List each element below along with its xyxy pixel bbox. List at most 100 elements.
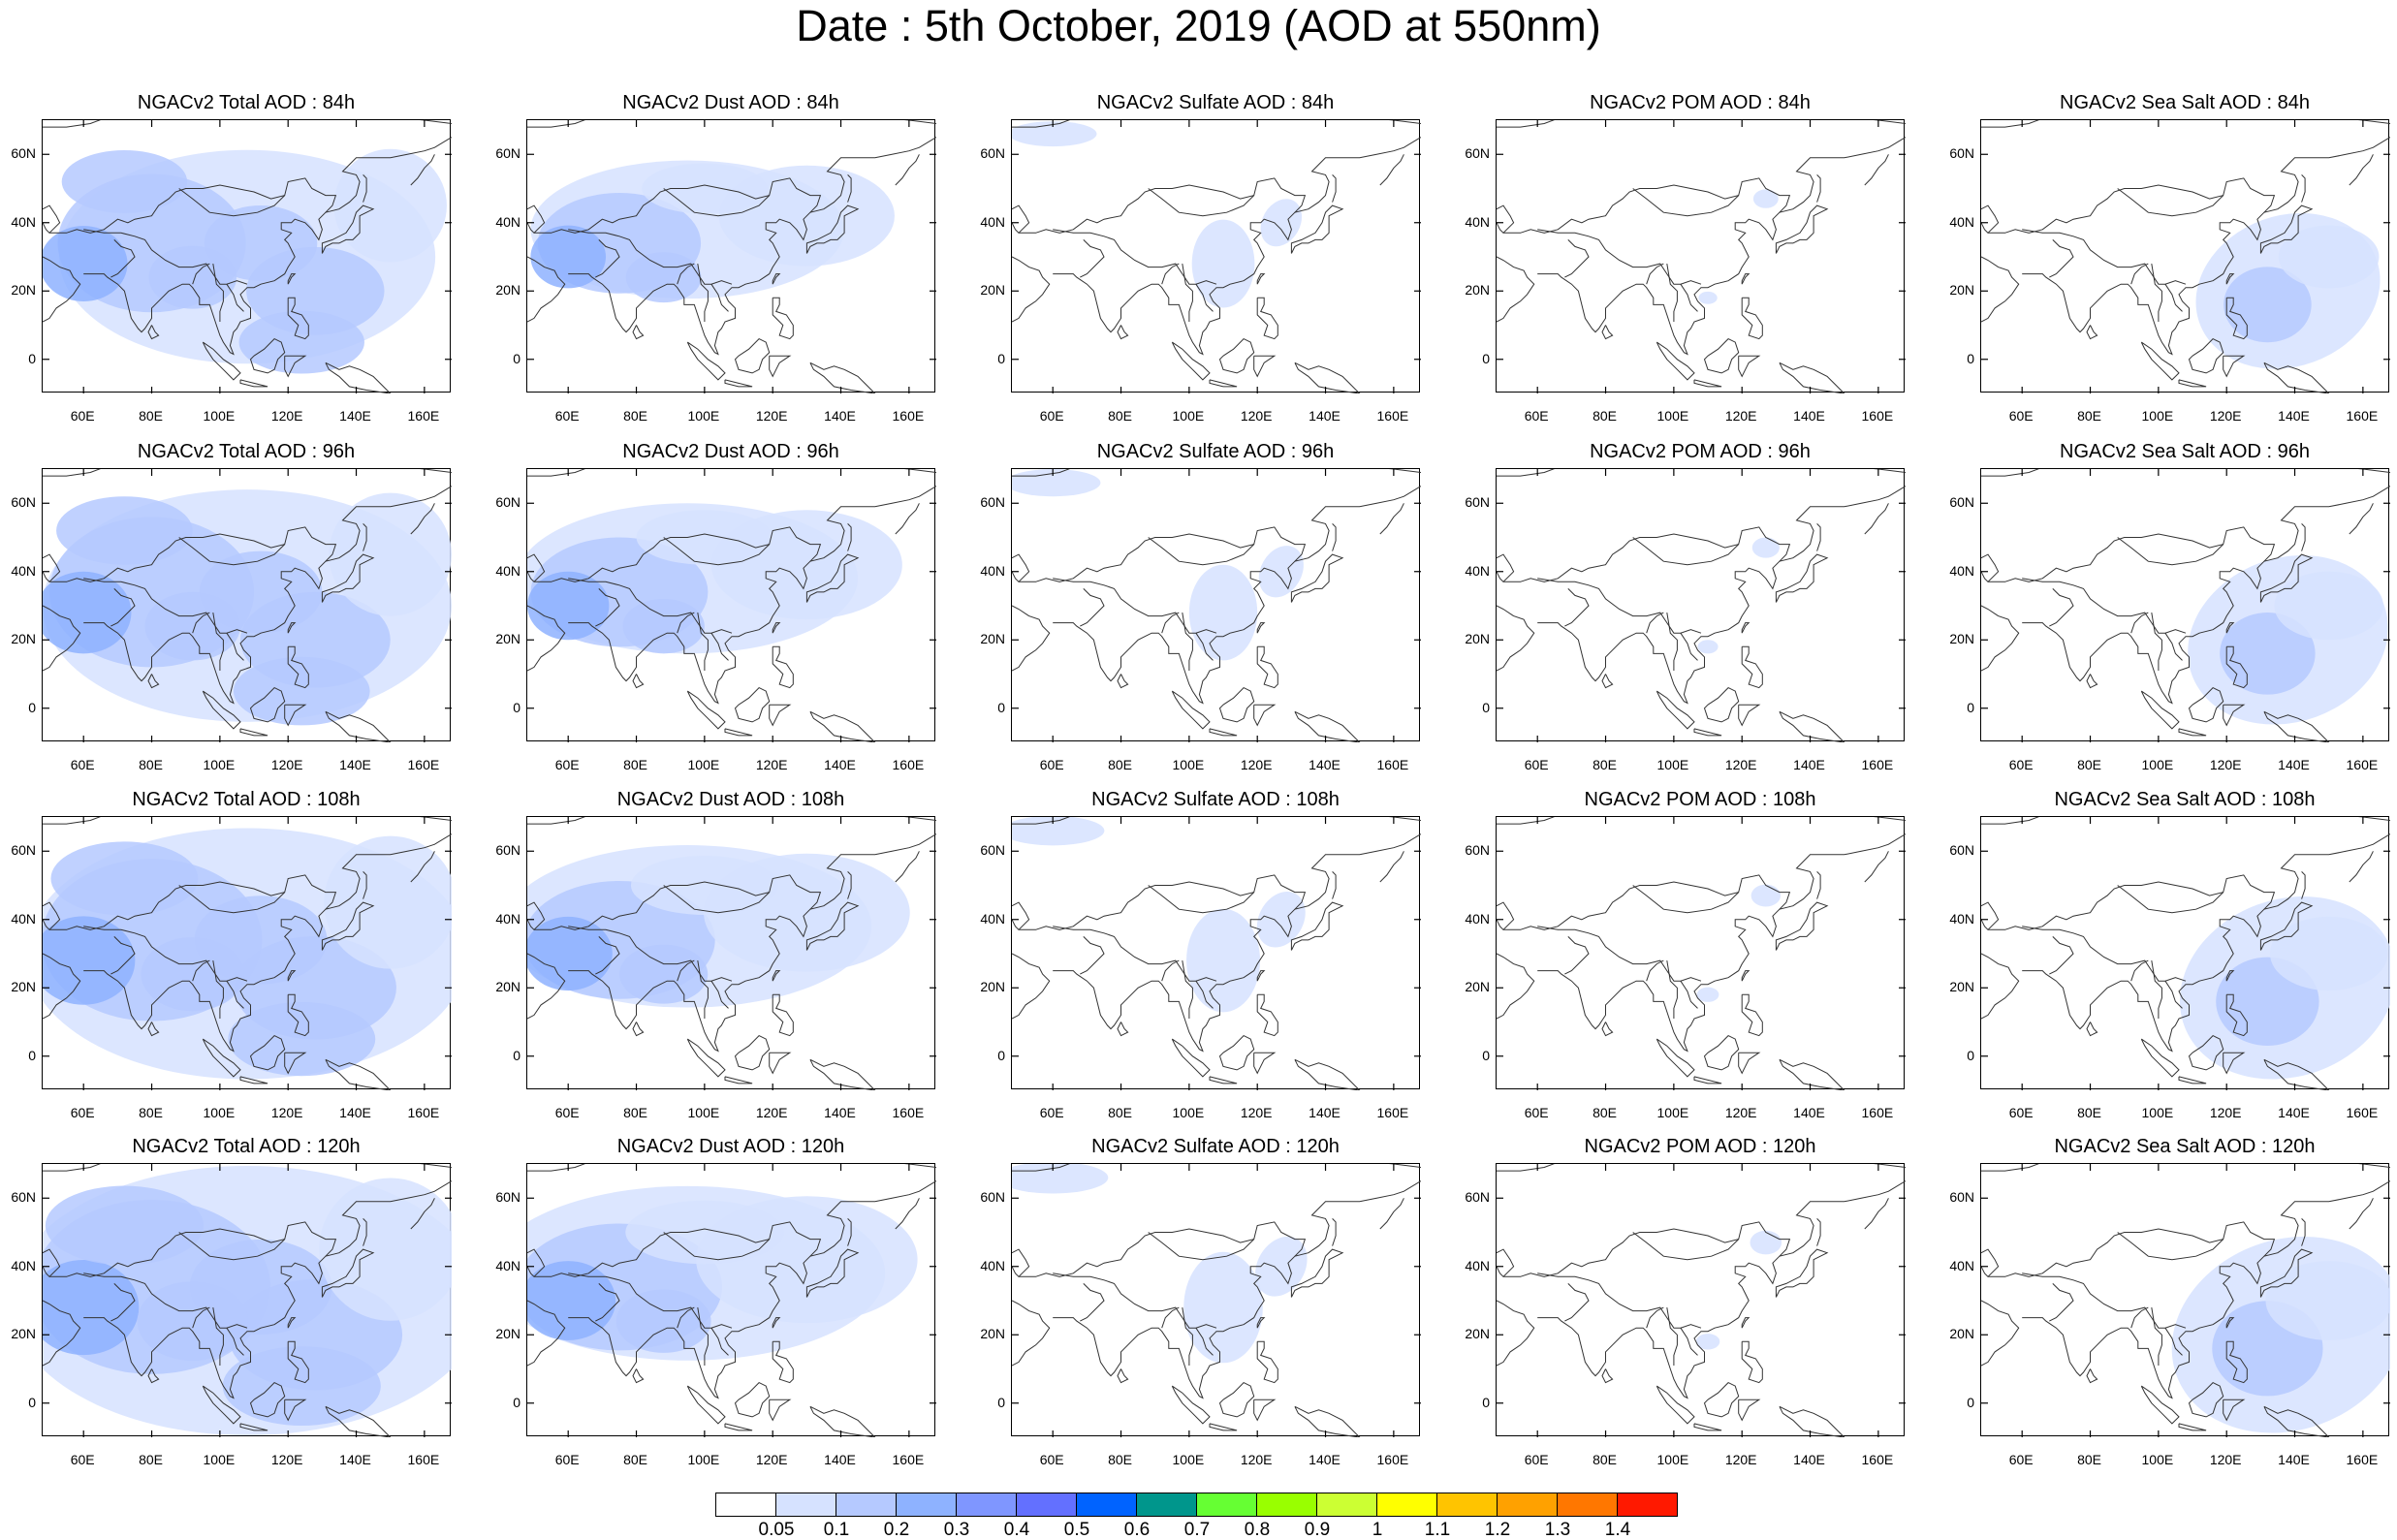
map-sea-salt-84h bbox=[1980, 119, 2390, 393]
coastline bbox=[1537, 137, 1906, 356]
coastline bbox=[772, 1317, 781, 1329]
coastline bbox=[178, 1232, 286, 1261]
coastline bbox=[632, 1368, 645, 1384]
lon-tick-label: 140E bbox=[1793, 1105, 1825, 1120]
aod-plume bbox=[43, 571, 132, 654]
coastline bbox=[772, 297, 794, 340]
coastline bbox=[772, 645, 794, 689]
lon-tick-label: 160E bbox=[2346, 408, 2379, 424]
coastline bbox=[734, 1381, 771, 1418]
coastline bbox=[2164, 632, 2183, 661]
coastline bbox=[1012, 953, 1051, 1020]
coastline bbox=[568, 137, 936, 356]
coastline bbox=[2164, 980, 2183, 1009]
coastline bbox=[2178, 379, 2207, 388]
coastline bbox=[1741, 273, 1750, 285]
coastline bbox=[895, 503, 920, 535]
lon-tick-label: 120E bbox=[1724, 757, 1757, 772]
panel-title: NGACv2 Dust AOD : 84h bbox=[622, 92, 839, 113]
coastline bbox=[1497, 1248, 1515, 1278]
coastline bbox=[2130, 1306, 2149, 1329]
coastline bbox=[363, 523, 367, 551]
coastline bbox=[809, 361, 876, 393]
aod-plume bbox=[2220, 613, 2316, 695]
map-dust-108h bbox=[526, 816, 936, 1090]
lon-tick-label: 120E bbox=[270, 1452, 303, 1467]
map-canvas bbox=[1981, 120, 2390, 393]
coastline bbox=[1182, 613, 1193, 671]
lon-tick-label: 160E bbox=[407, 1452, 440, 1467]
map-total-108h bbox=[42, 816, 452, 1090]
lon-tick-label: 80E bbox=[1108, 1105, 1132, 1120]
coastline bbox=[1332, 174, 1337, 203]
lat-tick-label: 20N bbox=[1465, 1326, 1490, 1342]
lon-tick-label: 80E bbox=[139, 1105, 163, 1120]
lon-tick-label: 160E bbox=[2346, 757, 2379, 772]
lon-tick-label: 140E bbox=[1309, 408, 1340, 424]
coastline bbox=[1080, 936, 1105, 975]
coastline bbox=[1497, 1300, 1535, 1367]
colorbar-swatch bbox=[1136, 1493, 1197, 1517]
coastline bbox=[1779, 361, 1845, 393]
colorbar-label: 0.05 bbox=[758, 1520, 795, 1540]
lon-tick-label: 80E bbox=[1108, 408, 1132, 424]
aod-plume bbox=[527, 916, 613, 991]
coastline bbox=[2223, 1052, 2246, 1075]
coastline bbox=[1012, 901, 1030, 931]
coastline bbox=[1290, 204, 1344, 254]
coastline bbox=[49, 874, 337, 930]
coastline bbox=[239, 1076, 268, 1084]
lon-tick-label: 100E bbox=[203, 408, 236, 424]
coastline bbox=[2049, 936, 2074, 975]
panel-title: NGACv2 Sea Salt AOD : 96h bbox=[2060, 441, 2310, 462]
coastline bbox=[2301, 1218, 2306, 1246]
coastline bbox=[847, 871, 852, 899]
coastline bbox=[1497, 469, 1906, 477]
coastline bbox=[1981, 120, 2390, 128]
coastline bbox=[1981, 1300, 2020, 1367]
aod-plume bbox=[56, 496, 193, 565]
coastline bbox=[202, 1385, 241, 1425]
page-title: Date : 5th October, 2019 (AOD at 550nm) bbox=[796, 1, 1601, 50]
coastline bbox=[1816, 174, 1821, 203]
map-canvas bbox=[1012, 120, 1421, 393]
lat-tick-label: 0 bbox=[1482, 1047, 1490, 1063]
coastline bbox=[2022, 486, 2390, 705]
coastline bbox=[321, 204, 375, 254]
lon-tick-label: 80E bbox=[623, 1105, 647, 1120]
lat-tick-label: 20N bbox=[1465, 979, 1490, 995]
map-pom-120h bbox=[1496, 1163, 1906, 1437]
coastline bbox=[895, 154, 920, 186]
coastline bbox=[363, 871, 367, 899]
lat-tick-label: 60N bbox=[980, 842, 1005, 859]
coastline bbox=[110, 936, 136, 975]
lon-tick-label: 80E bbox=[1593, 757, 1617, 772]
lat-tick-label: 20N bbox=[495, 631, 520, 647]
lon-tick-label: 160E bbox=[2346, 1452, 2379, 1467]
lat-tick-label: 60N bbox=[1465, 842, 1490, 859]
coastline bbox=[2022, 1273, 2187, 1329]
coastline bbox=[1693, 1423, 1722, 1431]
lat-tick-label: 60N bbox=[1949, 842, 1974, 859]
coastline bbox=[1171, 341, 1211, 381]
aod-plume bbox=[527, 1261, 616, 1340]
coastline bbox=[1148, 188, 1255, 217]
panel-title: NGACv2 Sea Salt AOD : 120h bbox=[2054, 1136, 2316, 1157]
coastline bbox=[226, 980, 244, 1009]
coastline bbox=[724, 728, 753, 737]
coastline bbox=[734, 1034, 771, 1071]
coastline bbox=[1171, 1038, 1211, 1078]
lat-tick-label: 40N bbox=[495, 1257, 520, 1273]
lon-tick-label: 80E bbox=[623, 408, 647, 424]
lon-tick-label: 60E bbox=[70, 1452, 95, 1467]
coastline bbox=[287, 622, 297, 634]
lon-tick-label: 120E bbox=[2209, 1105, 2242, 1120]
coastline bbox=[769, 1399, 792, 1422]
coastline bbox=[249, 337, 286, 374]
panel-title: NGACv2 Sea Salt AOD : 108h bbox=[2054, 789, 2316, 810]
map-sea-salt-108h bbox=[1980, 816, 2390, 1090]
coastline bbox=[1253, 355, 1277, 378]
lon-tick-label: 100E bbox=[687, 1452, 720, 1467]
lon-tick-label: 100E bbox=[687, 408, 720, 424]
lat-tick-label: 40N bbox=[980, 910, 1005, 927]
